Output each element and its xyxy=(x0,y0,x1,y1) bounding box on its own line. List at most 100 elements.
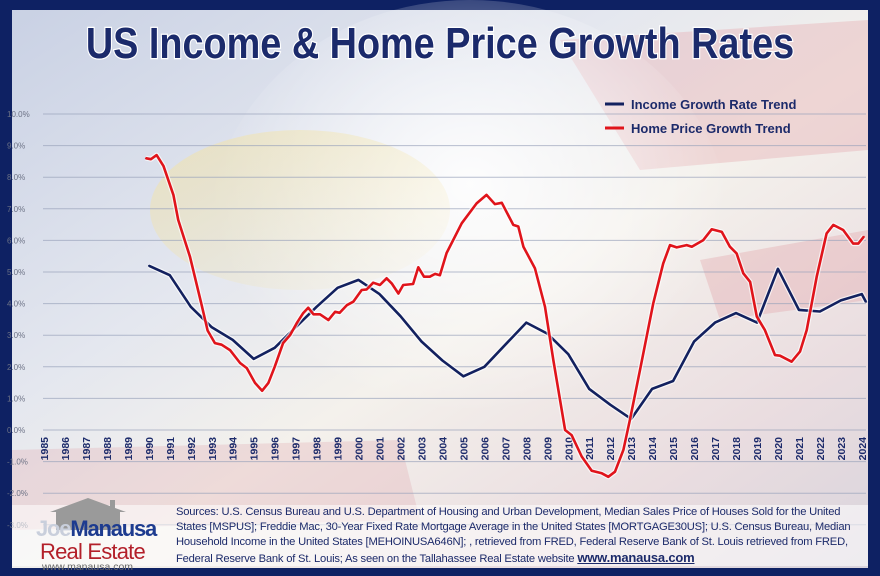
x-tick-label: 1997 xyxy=(291,437,303,461)
home-price-data-point xyxy=(379,284,381,286)
income-data-point xyxy=(462,375,465,378)
home-price-data-point xyxy=(360,289,363,291)
home-price-data-point xyxy=(254,382,256,384)
income-data-point xyxy=(693,340,695,343)
home-price-data-point xyxy=(517,225,520,228)
income-data-point xyxy=(252,358,255,360)
home-price-data-point xyxy=(494,203,496,205)
x-tick-label: 1987 xyxy=(81,437,93,461)
home-price-data-point xyxy=(735,252,738,255)
legend-label-home-price: Home Price Growth Trend xyxy=(631,121,791,136)
x-tick-label: 2015 xyxy=(668,437,680,461)
y-tick-label: 7.0% xyxy=(7,205,25,214)
home-price-data-point xyxy=(475,202,478,205)
series-lines xyxy=(144,152,869,480)
home-price-data-point xyxy=(570,434,573,436)
home-price-data-point xyxy=(690,245,693,248)
home-price-data-point xyxy=(319,313,321,316)
home-price-data-point xyxy=(512,224,515,226)
x-tick-label: 1995 xyxy=(249,437,261,461)
income-data-point xyxy=(861,293,863,295)
home-price-data-point xyxy=(755,315,758,318)
home-price-data-point xyxy=(485,194,488,196)
income-data-point xyxy=(798,309,800,311)
income-data-point xyxy=(525,321,528,324)
x-tick-label: 2014 xyxy=(647,437,659,461)
x-tick-label: 2020 xyxy=(773,437,785,461)
home-price-data-point xyxy=(434,273,436,275)
home-price-data-point xyxy=(614,470,616,473)
x-tick-label: 2010 xyxy=(563,437,575,461)
home-price-data-point xyxy=(552,359,555,362)
home-price-data-point xyxy=(352,300,355,303)
home-price-data-point xyxy=(214,342,216,344)
x-tick-label: 2016 xyxy=(689,437,701,461)
home-price-data-point xyxy=(805,329,808,331)
home-price-data-point xyxy=(327,319,330,321)
income-data-point xyxy=(735,312,737,314)
x-tick-label: 2003 xyxy=(416,437,428,461)
x-tick-label: 2017 xyxy=(710,437,722,461)
home-price-data-point xyxy=(334,311,336,313)
home-price-data-point xyxy=(365,288,368,291)
logo: JoeManausa Real Estate www.manausa.com xyxy=(14,490,174,573)
income-data-point xyxy=(441,359,444,362)
income-data-point xyxy=(588,388,591,390)
home-price-data-point xyxy=(590,469,593,472)
x-tick-label: 2013 xyxy=(626,437,638,461)
income-data-point xyxy=(169,274,171,276)
x-tick-label: 2004 xyxy=(437,437,449,461)
home-price-data-point xyxy=(417,266,420,269)
income-data-point xyxy=(357,279,360,281)
x-tick-label: 2018 xyxy=(731,437,743,461)
chart-title: US Income & Home Price Growth Rates xyxy=(86,18,794,67)
home-price-data-point xyxy=(312,313,315,316)
home-price-data-point xyxy=(200,302,203,305)
income-data-point xyxy=(865,301,867,303)
x-tick-label: 1992 xyxy=(186,437,198,461)
logo-joe: Joe xyxy=(36,516,72,541)
home-price-data-point xyxy=(423,275,425,278)
home-price-data-point xyxy=(702,239,705,241)
home-price-data-point xyxy=(295,322,298,324)
x-tick-label: 2002 xyxy=(395,437,407,461)
x-tick-label: 2005 xyxy=(458,437,470,461)
home-price-data-point xyxy=(639,369,641,371)
home-price-data-point xyxy=(261,390,263,392)
logo-manausa: Manausa xyxy=(70,516,157,541)
home-price-data-point xyxy=(189,256,191,258)
x-tick-label: 2012 xyxy=(605,437,617,461)
income-data-point xyxy=(840,299,842,302)
x-tick-label: 2006 xyxy=(479,437,491,461)
home-price-data-point xyxy=(144,157,147,160)
website-link[interactable]: www.manausa.com xyxy=(577,550,695,565)
income-data-point xyxy=(504,343,507,346)
sources-body: Sources: U.S. Census Bureau and U.S. Dep… xyxy=(176,506,851,565)
home-price-data-point xyxy=(675,246,678,249)
legend: Income Growth Rate Trend Home Price Grow… xyxy=(605,97,796,136)
x-tick-label: 2001 xyxy=(375,437,387,461)
income-data-point xyxy=(210,326,213,329)
home-price-data-point xyxy=(307,306,310,309)
home-price-data-point xyxy=(429,275,431,278)
home-price-data-point xyxy=(852,242,855,245)
y-tick-label: 10.0% xyxy=(7,110,30,119)
home-price-data-point xyxy=(162,165,165,167)
home-price-data-point xyxy=(338,311,341,314)
y-tick-label: 9.0% xyxy=(7,142,25,151)
y-tick-label: -2.0% xyxy=(7,489,28,498)
home-price-data-point xyxy=(522,245,525,248)
income-data-point xyxy=(231,339,234,341)
home-price-data-point xyxy=(863,235,865,238)
income-growth-line xyxy=(148,264,868,421)
income-data-point xyxy=(420,340,423,343)
x-tick-label: 1990 xyxy=(144,437,156,461)
eagle-image xyxy=(210,0,730,460)
eagle-beak xyxy=(150,130,450,290)
x-tick-label: 2011 xyxy=(584,437,596,460)
x-tick-label: 2000 xyxy=(354,437,366,461)
home-price-data-point xyxy=(629,419,631,421)
x-tick-label: 1989 xyxy=(123,437,135,461)
home-price-data-point xyxy=(239,362,241,364)
